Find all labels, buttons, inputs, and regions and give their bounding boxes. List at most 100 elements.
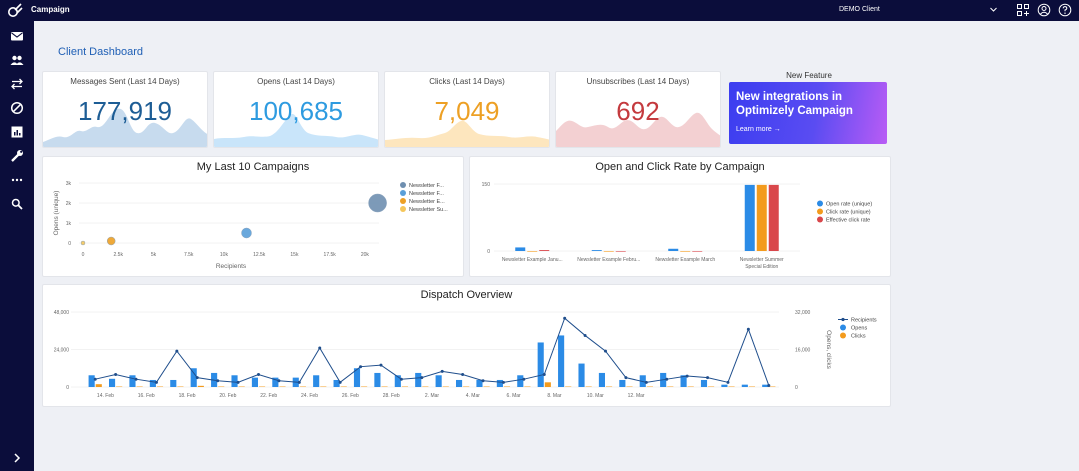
legend-label: Recipients bbox=[851, 318, 877, 324]
x-axis-label: Recipients bbox=[216, 263, 247, 270]
legend-label: Newsletter F... bbox=[409, 191, 444, 197]
bar bbox=[353, 368, 361, 387]
scatter-point bbox=[241, 227, 252, 239]
bar bbox=[619, 379, 626, 387]
kpi-label: Opens (Last 14 Days) bbox=[257, 77, 335, 86]
line-point bbox=[154, 380, 158, 384]
more-icon[interactable] bbox=[9, 172, 25, 188]
x-tick-label: 7.5k bbox=[184, 252, 194, 258]
x-tick-label: 4. Mar bbox=[466, 393, 481, 399]
x-tick-label: 20. Feb bbox=[219, 393, 236, 399]
campaign-logo-icon[interactable] bbox=[7, 3, 23, 18]
bar bbox=[591, 250, 602, 251]
x-tick-label: 22. Feb bbox=[260, 393, 277, 399]
page-title: Client Dashboard bbox=[58, 46, 143, 58]
legend-marker bbox=[817, 200, 823, 207]
report-icon[interactable] bbox=[9, 124, 25, 140]
expand-icon[interactable] bbox=[9, 450, 25, 466]
line-point bbox=[195, 376, 199, 380]
scatter-point bbox=[368, 193, 387, 213]
kpi-unsubscribes[interactable]: Unsubscribes (Last 14 Days) 692 bbox=[555, 71, 721, 148]
x-tick-label: 8. Mar bbox=[547, 393, 562, 399]
x-tick-label: 2.5k bbox=[114, 252, 124, 258]
learn-more-link[interactable]: Learn more → bbox=[736, 126, 781, 133]
y-tick-label: 0 bbox=[487, 249, 490, 255]
apps-icon[interactable] bbox=[1016, 3, 1030, 17]
x-tick-label: 10. Mar bbox=[587, 393, 604, 399]
line-series bbox=[95, 317, 770, 386]
people-icon[interactable] bbox=[9, 52, 25, 68]
bar bbox=[721, 384, 728, 387]
panel-open-click-rate: Open and Click Rate by Campaign 0 150 News… bbox=[469, 156, 891, 277]
kpi-value: 692 bbox=[616, 96, 660, 126]
x-tick-label: Newsletter Example Febru... bbox=[577, 257, 640, 263]
bar bbox=[539, 250, 550, 251]
kpi-label: Clicks (Last 14 Days) bbox=[429, 77, 505, 86]
search-icon[interactable] bbox=[9, 196, 25, 212]
y-left-tick-label: 0 bbox=[66, 385, 69, 391]
wrench-icon[interactable] bbox=[9, 148, 25, 164]
panel-last-10-campaigns: My Last 10 Campaigns 0 1k 2k 3k 0 2.5k 5k 7.5k 1… bbox=[42, 156, 464, 277]
y-left-tick-label: 48,000 bbox=[54, 310, 70, 316]
line-point bbox=[563, 316, 567, 320]
block-icon[interactable] bbox=[9, 100, 25, 116]
x-tick-label: 10k bbox=[220, 252, 229, 258]
line-point bbox=[216, 379, 220, 383]
x-tick-label: 12.5k bbox=[253, 252, 266, 258]
x-tick-label: Newsletter Example Janu... bbox=[502, 257, 563, 263]
sidebar bbox=[0, 21, 34, 471]
bar bbox=[762, 384, 769, 387]
kpi-sparkline bbox=[385, 120, 549, 147]
legend-marker bbox=[840, 332, 846, 339]
app-title: Campaign bbox=[31, 5, 70, 14]
x-tick-label: 17.5k bbox=[324, 252, 337, 258]
arrows-icon[interactable] bbox=[9, 76, 25, 92]
line-point bbox=[604, 349, 607, 353]
kpi-value: 100,685 bbox=[249, 96, 343, 126]
kpi-messages-sent[interactable]: Messages Sent (Last 14 Days) 177,919 bbox=[42, 71, 208, 148]
kpi-label: Messages Sent (Last 14 Days) bbox=[70, 77, 180, 86]
bar bbox=[496, 379, 503, 387]
mail-icon[interactable] bbox=[9, 28, 25, 44]
legend-marker bbox=[400, 190, 406, 196]
y-tick-label: 2k bbox=[66, 201, 72, 207]
bar bbox=[558, 335, 565, 387]
line-point bbox=[665, 377, 669, 381]
line-point bbox=[420, 376, 424, 380]
line-point bbox=[399, 377, 403, 381]
legend-label: Effective click rate bbox=[826, 218, 870, 224]
legend-marker bbox=[400, 198, 406, 204]
client-selector[interactable]: DEMO Client bbox=[839, 6, 880, 13]
kpi-value: 177,919 bbox=[78, 96, 172, 126]
line-point bbox=[767, 383, 771, 387]
kpi-sparkline bbox=[43, 108, 207, 147]
bar bbox=[680, 375, 687, 387]
line-point bbox=[440, 369, 444, 373]
dispatch-combo-chart[interactable]: 0 24,000 48,000 0 16,000 32,000 Opens, clicks 1… bbox=[43, 285, 891, 407]
help-icon[interactable] bbox=[1058, 3, 1072, 17]
panel-title: Open and Click Rate by Campaign bbox=[595, 161, 765, 173]
bar bbox=[537, 342, 544, 387]
line-point bbox=[257, 373, 260, 376]
bar bbox=[603, 251, 614, 252]
rates-bar-chart[interactable]: 0 150 Newsletter Example Janu... Newsletter… bbox=[470, 157, 891, 277]
campaigns-scatter-chart[interactable]: 0 1k 2k 3k 0 2.5k 5k 7.5k 10k 12.5k 15k 17.5k 20k Rec… bbox=[43, 157, 464, 277]
kpi-opens[interactable]: Opens (Last 14 Days) 100,685 bbox=[213, 71, 379, 148]
user-account-icon[interactable] bbox=[1037, 3, 1051, 17]
x-tick-label: 20k bbox=[361, 252, 370, 258]
line-point bbox=[114, 373, 118, 376]
promo-banner[interactable]: New integrations in Optimizely Campaign … bbox=[729, 82, 887, 144]
bar bbox=[231, 375, 238, 387]
y-right-tick-label: 16,000 bbox=[795, 348, 811, 354]
y-right-axis-label: Opens, clicks bbox=[825, 330, 832, 369]
kpi-clicks[interactable]: Clicks (Last 14 Days) 7,049 bbox=[384, 71, 550, 148]
line-point bbox=[461, 373, 465, 376]
chevron-down-icon[interactable] bbox=[989, 5, 998, 14]
bar bbox=[527, 251, 538, 252]
bar bbox=[170, 379, 177, 387]
x-tick-label: 15k bbox=[290, 252, 299, 258]
bar bbox=[700, 379, 708, 387]
kpi-sparkline bbox=[556, 112, 720, 147]
top-bar: Campaign DEMO Client bbox=[0, 0, 1079, 21]
bar bbox=[394, 375, 401, 387]
